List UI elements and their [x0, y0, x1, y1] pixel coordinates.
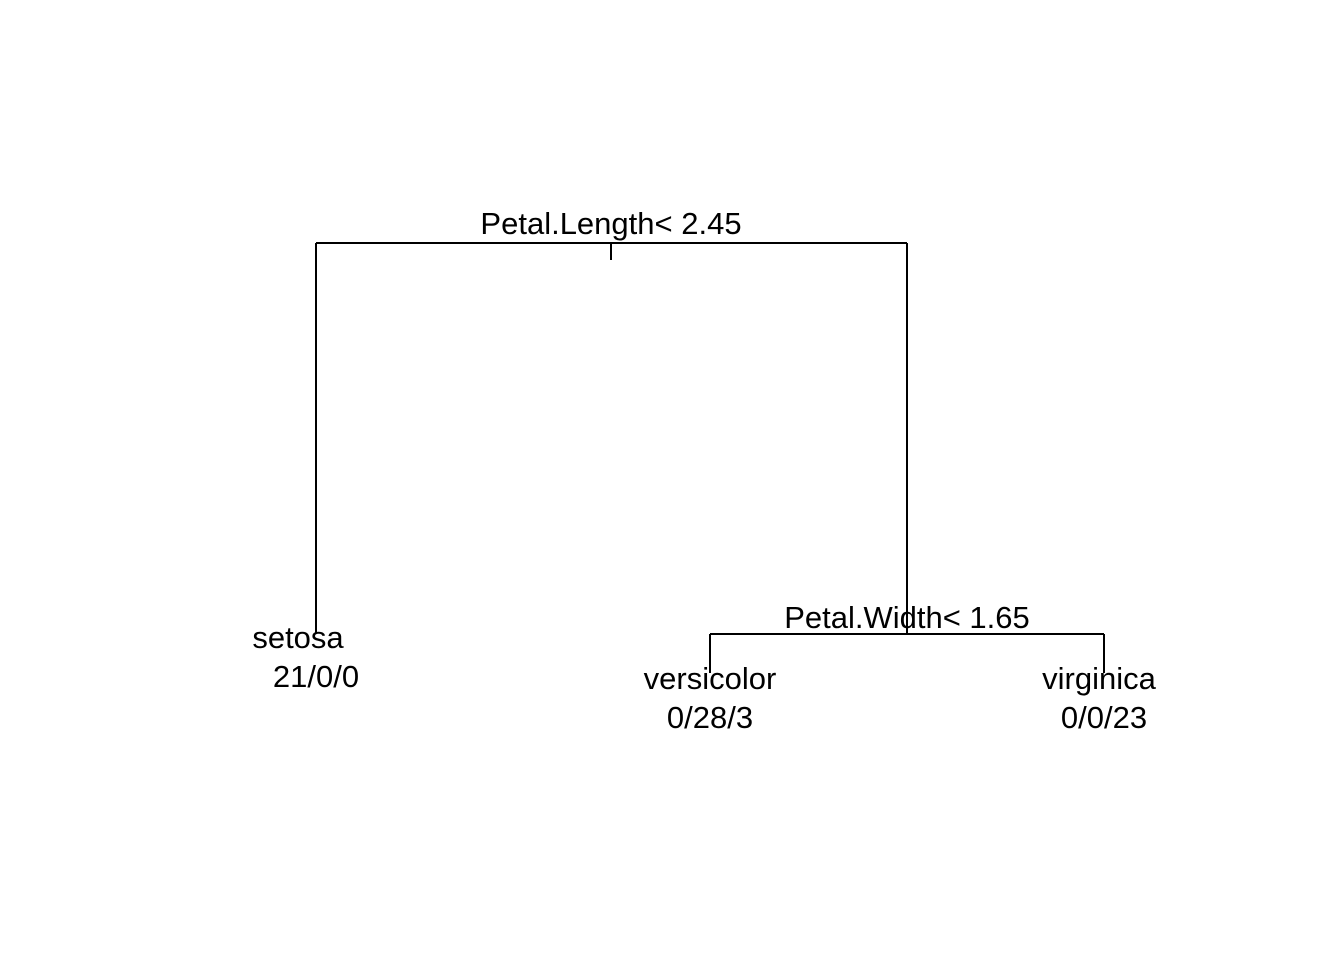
width-split-branches — [709, 633, 1105, 673]
leaf-class-label: virginica — [1042, 661, 1156, 696]
root-split-branches — [315, 242, 908, 634]
root-split-label: Petal.Length< 2.45 — [480, 206, 741, 241]
leaf-counts: 0/0/23 — [1061, 700, 1147, 735]
leaf-counts: 21/0/0 — [273, 659, 359, 694]
leaf-counts: 0/28/3 — [667, 700, 753, 735]
leaf-class-label: versicolor — [644, 661, 777, 696]
leaf-virginica: virginica 0/0/23 — [1042, 661, 1156, 735]
leaf-class-label: setosa — [252, 620, 344, 655]
leaf-versicolor: versicolor 0/28/3 — [644, 661, 777, 735]
leaf-setosa: setosa 21/0/0 — [252, 620, 359, 694]
width-split-label: Petal.Width< 1.65 — [784, 600, 1030, 635]
